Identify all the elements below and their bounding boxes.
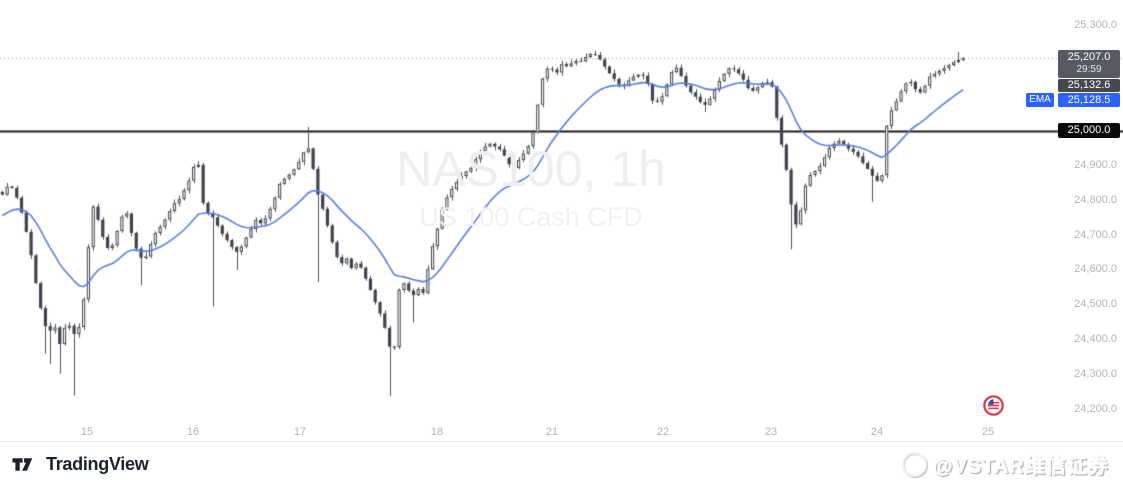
circle-stamp-icon xyxy=(902,452,928,477)
tradingview-attribution[interactable]: TradingView xyxy=(12,453,149,476)
ema-value-badge: 25,128.5 xyxy=(1058,93,1120,107)
tradingview-logo xyxy=(12,458,33,471)
time-tick-label: 21 xyxy=(545,426,559,438)
time-tick-label: 25 xyxy=(981,426,995,438)
time-tick-label: 24 xyxy=(870,426,884,438)
price-tick-label: 24,500.0 xyxy=(1074,298,1117,311)
symbol-description-watermark: US 100 Cash CFD xyxy=(419,202,643,232)
time-tick-label: 16 xyxy=(186,426,200,438)
price-tick-label: 24,600.0 xyxy=(1074,263,1117,276)
level-25000-badge: 25,000.0 xyxy=(1058,123,1120,138)
us-flag-icon xyxy=(983,395,1004,416)
price-tick-label: 24,900.0 xyxy=(1074,158,1117,171)
time-tick-label: 23 xyxy=(764,426,778,438)
price-tick-label: 25,300.0 xyxy=(1074,19,1117,32)
price-tick-label: 24,800.0 xyxy=(1074,193,1117,206)
price-tick-label: 24,700.0 xyxy=(1074,228,1117,241)
bar-countdown: 29:59 xyxy=(1076,64,1102,75)
broker-watermark: @VSTAR维信证券 xyxy=(902,450,1109,479)
axis-separator-line xyxy=(0,441,1123,442)
time-tick-label: 15 xyxy=(80,426,94,438)
current-price-badge: 25,207.0 29:59 xyxy=(1058,50,1120,78)
ema-indicator-chip: EMA xyxy=(1026,93,1054,107)
secondary-price-badge: 25,132.6 xyxy=(1058,79,1120,92)
symbol-watermark: NAS100, 1h xyxy=(396,141,666,197)
current-price-value: 25,207.0 xyxy=(1067,51,1111,63)
time-tick-label: 22 xyxy=(656,426,670,438)
price-tick-label: 24,400.0 xyxy=(1074,333,1117,346)
time-tick-label: 17 xyxy=(293,426,307,438)
price-tick-label: 24,200.0 xyxy=(1074,402,1117,415)
price-tick-label: 24,300.0 xyxy=(1074,368,1117,381)
broker-watermark-text: @VSTAR维信证券 xyxy=(933,456,1109,478)
footer-bar: TradingView @VSTAR维信证券 xyxy=(0,442,1123,492)
candlestick-chart-canvas[interactable] xyxy=(0,0,1123,446)
tradingview-wordmark: TradingView xyxy=(46,454,149,474)
time-tick-label: 18 xyxy=(430,426,444,438)
